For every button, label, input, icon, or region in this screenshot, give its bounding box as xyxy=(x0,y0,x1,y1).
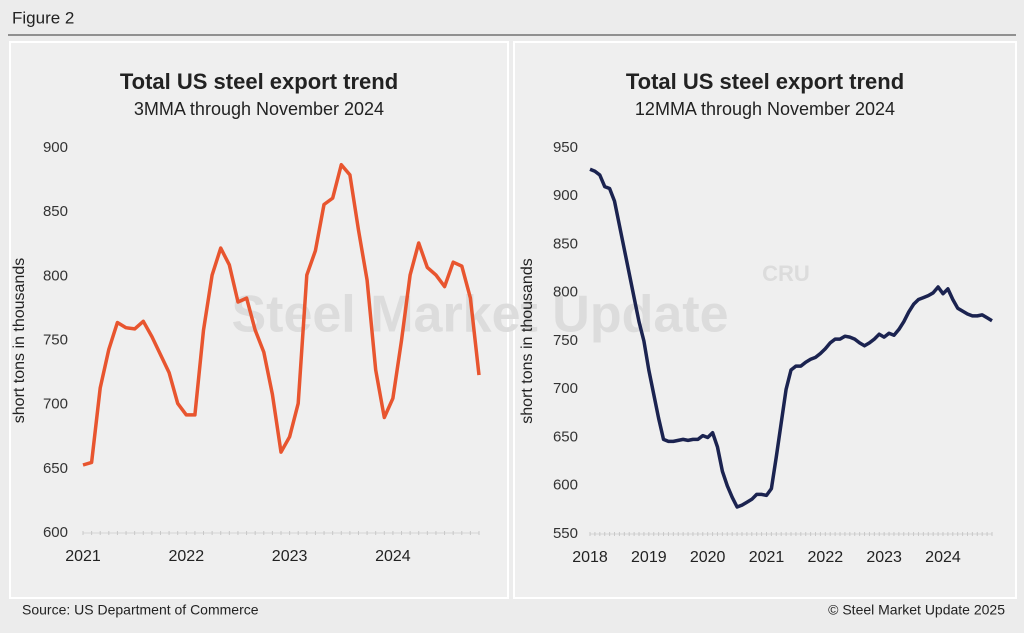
x-tick-label: 2022 xyxy=(808,549,844,566)
panel xyxy=(9,41,509,599)
copyright: © Steel Market Update 2025 xyxy=(828,602,1005,618)
y-tick-label: 700 xyxy=(553,380,578,397)
source: Source: US Department of Commerce xyxy=(22,602,259,618)
x-tick-label: 2022 xyxy=(169,548,205,565)
x-tick-label: 2023 xyxy=(866,549,902,566)
x-tick-label: 2020 xyxy=(690,549,726,566)
y-tick-label: 800 xyxy=(43,267,68,284)
y-axis-label: short tons in thousands xyxy=(11,258,28,423)
chart-subtitle: 3MMA through November 2024 xyxy=(134,99,384,119)
y-tick-label: 750 xyxy=(43,331,68,348)
y-tick-label: 850 xyxy=(43,203,68,220)
y-axis-label: short tons in thousands xyxy=(519,258,536,423)
x-tick-label: 2024 xyxy=(375,548,411,565)
x-tick-label: 2024 xyxy=(925,549,961,566)
y-tick-label: 600 xyxy=(43,524,68,541)
y-tick-label: 700 xyxy=(43,396,68,413)
x-tick-label: 2018 xyxy=(572,549,608,566)
x-tick-label: 2023 xyxy=(272,548,308,565)
y-tick-label: 600 xyxy=(553,477,578,494)
chart-title: Total US steel export trend xyxy=(626,69,904,94)
data-line xyxy=(82,162,481,467)
y-tick-label: 650 xyxy=(553,428,578,445)
y-tick-label: 900 xyxy=(43,139,68,156)
y-tick-label: 550 xyxy=(553,525,578,542)
watermark: Steel Market Update xyxy=(231,286,728,344)
x-tick-label: 2021 xyxy=(65,548,101,565)
x-tick-label: 2021 xyxy=(749,549,785,566)
panel xyxy=(513,41,1017,599)
y-tick-label: 850 xyxy=(553,235,578,252)
chart-title: Total US steel export trend xyxy=(120,69,398,94)
figure-label: Figure 2 xyxy=(12,8,74,27)
y-tick-label: 900 xyxy=(553,187,578,204)
watermark: CRU xyxy=(762,261,810,286)
x-tick-label: 2019 xyxy=(631,549,667,566)
chart-subtitle: 12MMA through November 2024 xyxy=(635,99,895,119)
y-tick-label: 950 xyxy=(553,139,578,156)
y-tick-label: 800 xyxy=(553,284,578,301)
y-tick-label: 750 xyxy=(553,332,578,349)
y-tick-label: 650 xyxy=(43,460,68,477)
data-line xyxy=(589,167,993,509)
